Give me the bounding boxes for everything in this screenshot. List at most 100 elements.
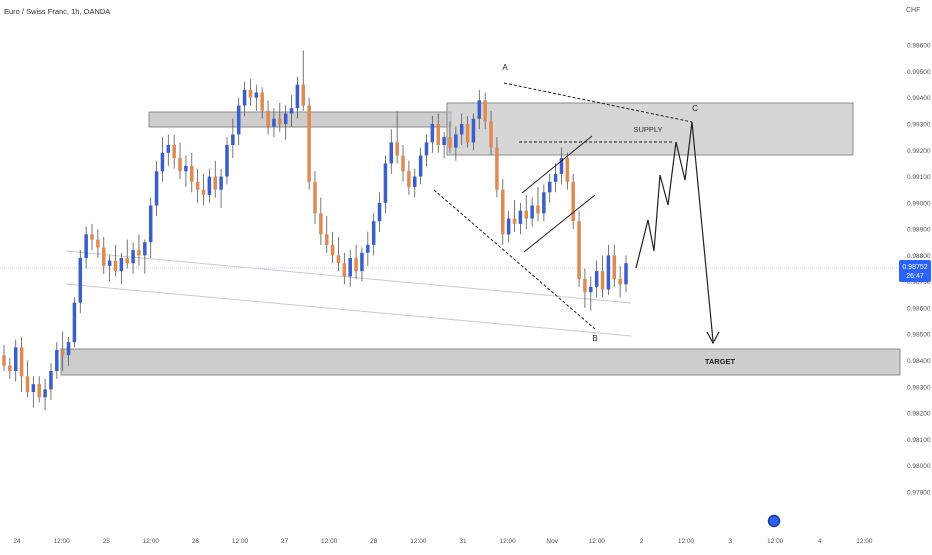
candle [278, 102, 282, 132]
x-tick-label: 12:00 [232, 538, 249, 545]
candle-body [600, 271, 605, 290]
candle [542, 184, 546, 222]
candle [84, 226, 88, 269]
x-tick-label: 12:00 [143, 538, 160, 545]
dashed-line-a-c [503, 82, 693, 123]
candle-body [213, 176, 218, 190]
candle [148, 197, 153, 258]
candle-body [606, 255, 611, 290]
candle [477, 89, 482, 130]
candle-body [589, 286, 593, 293]
price-axis[interactable]: 0.99600 0.99500 0.99400 0.99300 0.99200 0.991… [907, 43, 931, 497]
candle [231, 118, 235, 159]
candle-body [172, 144, 176, 159]
candle-body [565, 158, 570, 182]
candle-body [547, 181, 552, 193]
candle [101, 236, 106, 274]
candle [66, 336, 71, 366]
y-tick-label: 0.98400 [907, 358, 931, 365]
candle [465, 116, 470, 148]
candle-body [231, 134, 235, 145]
candle [547, 173, 552, 203]
candle-body [489, 121, 493, 148]
projection-arrowhead [706, 331, 720, 345]
candle [289, 95, 294, 127]
candle-body [236, 105, 241, 135]
x-tick-label: 12:00 [678, 538, 695, 545]
candle-body [272, 118, 276, 127]
x-tick-label: 31 [459, 538, 467, 545]
candle [301, 50, 306, 111]
candle [8, 357, 12, 379]
x-tick-label: 12:00 [856, 538, 873, 545]
candle [524, 194, 529, 230]
candle-body [107, 260, 112, 266]
x-tick-label: 12:00 [589, 538, 606, 545]
candle-body [536, 205, 540, 214]
candle [389, 129, 394, 174]
candle [172, 134, 176, 169]
candle-body [624, 263, 628, 285]
x-tick-label: 12:00 [767, 538, 784, 545]
candle [536, 187, 540, 222]
candle-body [395, 142, 399, 156]
target-label: TARGET [705, 357, 736, 366]
price-tag-countdown: 26:47 [906, 273, 924, 280]
candle-body [184, 166, 188, 172]
currency-label: CHF [906, 7, 920, 14]
candle [495, 137, 499, 198]
symbol-title: Euro / Swiss Franc, 1h, OANDA [4, 7, 110, 16]
event-marker-icon[interactable] [767, 514, 781, 528]
candle-body [594, 271, 599, 287]
price-tag-value: 0.98752 [902, 264, 927, 271]
candle [55, 342, 59, 379]
candle [254, 84, 259, 111]
candle [348, 250, 352, 287]
candle-body [37, 384, 41, 398]
y-tick-label: 0.99500 [907, 69, 931, 76]
time-axis[interactable]: 24 12:00 25 12:00 26 12:00 27 12:00 28 12:00 31 12:… [13, 538, 873, 545]
candle-body [371, 221, 376, 245]
candle [471, 113, 476, 151]
x-tick-label: 27 [281, 538, 289, 545]
candle-body [307, 105, 311, 182]
candle [107, 255, 112, 282]
candle-body [289, 108, 294, 114]
candle-body [459, 123, 464, 135]
candle [78, 250, 83, 314]
candle-body [131, 250, 135, 264]
candle-body [90, 234, 94, 240]
candle [589, 276, 593, 311]
candle [19, 336, 24, 393]
candle [225, 137, 229, 185]
candle-body [542, 192, 546, 214]
candle [125, 239, 129, 269]
candle-body [571, 181, 575, 222]
candle [72, 297, 77, 348]
candle [483, 92, 487, 130]
candle-body [60, 349, 65, 356]
supply-label: SUPPLY [633, 125, 662, 134]
y-tick-label: 0.98100 [907, 437, 931, 444]
candle-body [31, 384, 36, 393]
candle [184, 155, 188, 188]
candle-body [319, 213, 323, 235]
candle [577, 210, 581, 287]
y-tick-label: 0.99200 [907, 148, 931, 155]
candle-body [583, 279, 587, 293]
candle-body [383, 163, 388, 203]
candle [319, 197, 323, 245]
x-tick-label: 25 [103, 538, 111, 545]
candle-body [389, 142, 394, 164]
candle-body [43, 389, 47, 398]
candle [571, 173, 575, 230]
candle-body [418, 155, 423, 177]
candle-body [348, 257, 352, 277]
candle-body [412, 176, 417, 188]
x-tick-label: 12:00 [321, 538, 338, 545]
candle-body [148, 205, 153, 243]
y-tick-label: 0.98600 [907, 305, 931, 312]
candle [454, 126, 458, 161]
candle [248, 79, 253, 106]
